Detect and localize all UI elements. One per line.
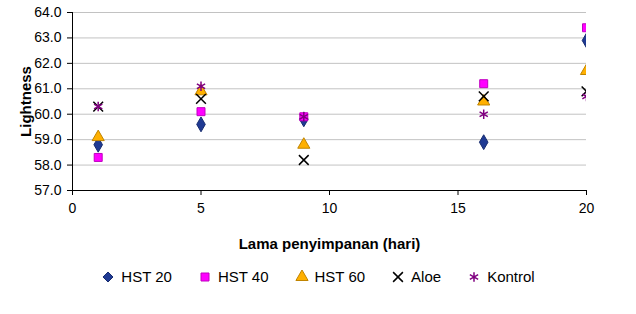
svg-text:62.0: 62.0: [34, 55, 61, 71]
html-text:HST 60: HST 60: [314, 268, 366, 285]
svg-text:15: 15: [450, 200, 466, 216]
html-text:Kontrol: Kontrol: [487, 268, 535, 285]
svg-text:20: 20: [579, 200, 595, 216]
svg-text:10: 10: [322, 200, 338, 216]
svg-text:64.0: 64.0: [34, 4, 61, 20]
svg-text:Lama penyimpanan (hari): Lama penyimpanan (hari): [239, 235, 421, 252]
html-text:HST 20: HST 20: [121, 268, 172, 285]
svg-text:58.0: 58.0: [34, 157, 61, 173]
svg-text:0: 0: [69, 200, 77, 216]
svg-text:5: 5: [197, 200, 205, 216]
svg-text:60.0: 60.0: [34, 106, 61, 122]
svg-text:59.0: 59.0: [34, 131, 61, 147]
svg-text:61.0: 61.0: [34, 80, 61, 96]
html-text:Aloe: Aloe: [411, 268, 442, 285]
svg-text:Lightness: Lightness: [17, 66, 34, 137]
svg-text:63.0: 63.0: [34, 29, 61, 45]
html-text:HST 40: HST 40: [217, 268, 269, 285]
svg-text:57.0: 57.0: [34, 182, 61, 198]
